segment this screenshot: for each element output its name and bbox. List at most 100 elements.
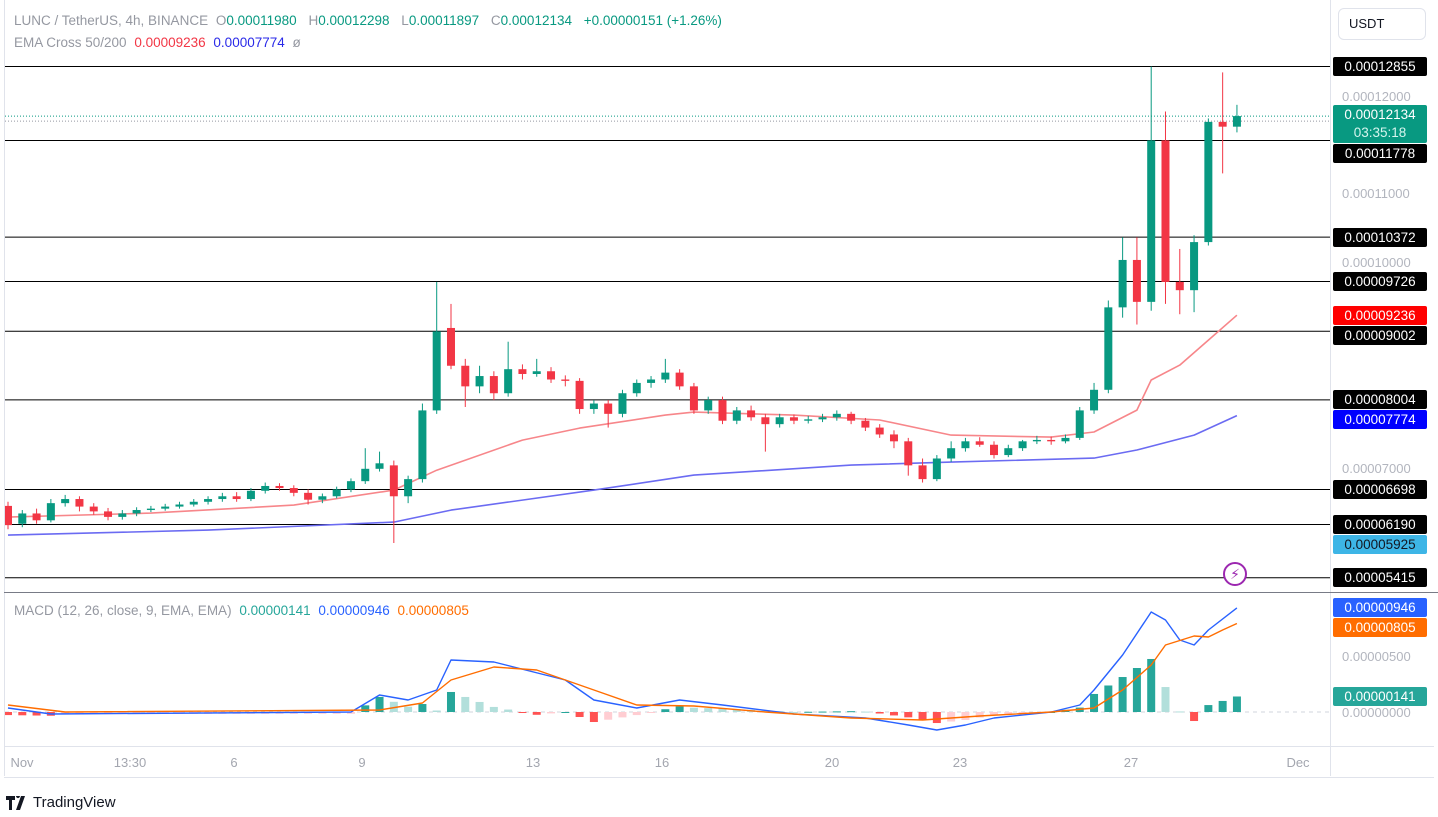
macd-tick-label: 0.00000500 xyxy=(1342,649,1411,664)
close-label: C xyxy=(490,13,501,28)
candle-up xyxy=(1090,389,1099,411)
candle-down xyxy=(389,465,398,497)
macd-histogram-bar xyxy=(1090,693,1099,712)
time-tick-label: 13:30 xyxy=(113,755,147,770)
candle-up xyxy=(246,490,255,500)
candle-up xyxy=(404,479,413,497)
candle-down xyxy=(4,505,12,526)
candle-up xyxy=(361,468,370,482)
macd-histogram-bar xyxy=(532,712,541,715)
macd-histogram-bar xyxy=(632,712,641,716)
symbol-legend: LUNC / TetherUS, 4h, BINANCE O0.00011980… xyxy=(14,13,726,28)
macd-histogram-bar xyxy=(32,712,41,716)
candle-up xyxy=(118,513,127,517)
candle-up xyxy=(618,393,627,414)
macd-histogram-bar xyxy=(618,712,627,718)
candle-up xyxy=(218,496,227,500)
macd-histogram-bar xyxy=(1118,677,1127,712)
candle-down xyxy=(304,492,313,500)
macd-histogram-bar xyxy=(446,691,455,712)
bar-countdown: 03:35:18 xyxy=(1353,125,1407,140)
macd-histogram-bar xyxy=(904,712,913,718)
candle-up xyxy=(46,503,55,521)
open-value: 0.00011980 xyxy=(226,13,297,28)
candle-down xyxy=(575,380,584,410)
candle-up xyxy=(161,506,170,509)
candle-down xyxy=(789,417,798,421)
candle-down xyxy=(446,327,455,366)
macd-legend: MACD (12, 26, close, 9, EMA, EMA) 0.0000… xyxy=(14,603,473,618)
macd-histogram-bar xyxy=(647,712,656,713)
candle-up xyxy=(1118,259,1127,308)
ema200-line xyxy=(7,414,1238,536)
macd-histogram-bar xyxy=(375,696,384,712)
candle-up xyxy=(432,331,441,411)
macd-histogram-bar xyxy=(961,712,970,721)
macd-histogram-bar xyxy=(975,712,984,718)
macd-histogram-bar xyxy=(461,696,470,712)
macd-histogram-bar xyxy=(89,712,98,714)
macd-histogram-bar xyxy=(404,706,413,712)
macd-histogram-bar xyxy=(1175,711,1184,713)
macd-histogram-bar xyxy=(661,709,670,712)
time-axis[interactable] xyxy=(4,746,1434,778)
time-tick-label: 13 xyxy=(525,755,541,770)
time-tick-label: Dec xyxy=(1286,755,1310,770)
currency-button[interactable]: USDT xyxy=(1338,8,1426,40)
candle-up xyxy=(132,510,141,514)
candle-down xyxy=(275,485,284,489)
candle-up xyxy=(1004,448,1013,456)
macd-histogram-bar xyxy=(318,712,327,714)
candle-up xyxy=(1075,410,1084,438)
candle-down xyxy=(718,400,727,421)
macd-histogram-bar xyxy=(861,711,870,713)
candle-down xyxy=(232,496,241,500)
candle-down xyxy=(904,441,913,466)
macd-histogram-bar xyxy=(418,704,427,712)
macd-histogram-bar xyxy=(432,710,441,712)
candle-down xyxy=(89,506,98,512)
ema-legend: EMA Cross 50/200 0.00009236 0.00007774 ø xyxy=(14,35,305,50)
candle-down xyxy=(990,444,999,456)
candle-down xyxy=(289,488,298,493)
open-label: O xyxy=(215,13,227,28)
price-tick-label: 0.00012000 xyxy=(1342,89,1411,105)
macd-histogram-bar xyxy=(561,712,570,713)
candle-down xyxy=(747,410,756,418)
candle-up xyxy=(175,504,184,507)
tradingview-logo[interactable]: TradingView xyxy=(6,794,116,811)
lightning-icon[interactable]: ⚡︎ xyxy=(1223,562,1247,586)
candle-up xyxy=(204,499,213,502)
macd-signal-value: 0.00000805 xyxy=(397,603,469,618)
macd-histogram-bar xyxy=(1218,700,1227,712)
level-price-label: 0.00009002 xyxy=(1333,325,1427,345)
candle-up xyxy=(589,403,598,410)
candle-up xyxy=(532,371,541,374)
candle-up xyxy=(647,379,656,383)
level-price-label: 0.00009236 xyxy=(1333,305,1427,325)
price-tick-label: 0.00010000 xyxy=(1342,254,1411,270)
ema-title[interactable]: EMA Cross 50/200 xyxy=(14,35,127,50)
price-axis-border xyxy=(1330,0,1331,776)
chart-canvas[interactable] xyxy=(0,0,1438,790)
candle-down xyxy=(561,379,570,381)
pane-divider[interactable] xyxy=(4,592,1330,593)
macd-histogram-bar xyxy=(804,711,813,713)
candle-down xyxy=(489,376,498,394)
macd-histogram-bar xyxy=(389,701,398,712)
candle-down xyxy=(1161,140,1170,282)
brand-name: TradingView xyxy=(33,794,116,811)
candle-up xyxy=(961,441,970,449)
candle-down xyxy=(1218,121,1227,127)
macd-title[interactable]: MACD (12, 26, close, 9, EMA, EMA) xyxy=(14,603,232,618)
macd-histogram-bar xyxy=(947,712,956,722)
candle-down xyxy=(861,420,870,428)
symbol-title[interactable]: LUNC / TetherUS, 4h, BINANCE xyxy=(14,13,209,28)
time-tick-label: 16 xyxy=(654,755,670,770)
ema200-value: 0.00007774 xyxy=(213,35,285,50)
candle-up xyxy=(346,481,355,490)
candle-up xyxy=(661,372,670,380)
macd-histogram-bar xyxy=(918,712,927,720)
candle-up xyxy=(775,417,784,425)
candle-up xyxy=(1232,116,1241,127)
